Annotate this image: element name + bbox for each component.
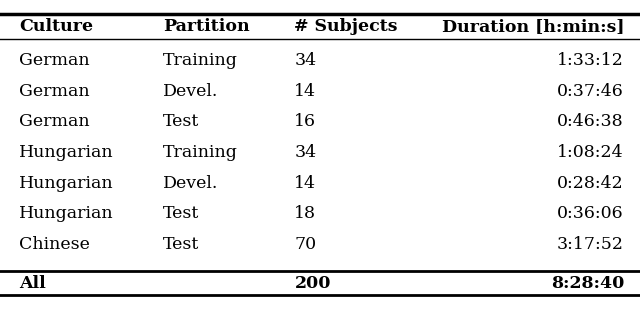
Text: Training: Training — [163, 52, 238, 69]
Text: Test: Test — [163, 114, 200, 130]
Text: Chinese: Chinese — [19, 236, 90, 253]
Text: 200: 200 — [294, 275, 331, 292]
Text: Hungarian: Hungarian — [19, 144, 114, 161]
Text: Hungarian: Hungarian — [19, 205, 114, 222]
Text: 14: 14 — [294, 175, 316, 192]
Text: # Subjects: # Subjects — [294, 18, 398, 35]
Text: 70: 70 — [294, 236, 317, 253]
Text: 1:08:24: 1:08:24 — [557, 144, 624, 161]
Text: 34: 34 — [294, 144, 317, 161]
Text: 14: 14 — [294, 83, 316, 100]
Text: Duration [h:min:s]: Duration [h:min:s] — [442, 18, 624, 35]
Text: Devel.: Devel. — [163, 83, 219, 100]
Text: 0:36:06: 0:36:06 — [557, 205, 624, 222]
Text: 0:46:38: 0:46:38 — [557, 114, 624, 130]
Text: German: German — [19, 83, 90, 100]
Text: Partition: Partition — [163, 18, 250, 35]
Text: Test: Test — [163, 236, 200, 253]
Text: 1:33:12: 1:33:12 — [557, 52, 624, 69]
Text: 0:37:46: 0:37:46 — [557, 83, 624, 100]
Text: Hungarian: Hungarian — [19, 175, 114, 192]
Text: Devel.: Devel. — [163, 175, 219, 192]
Text: 16: 16 — [294, 114, 316, 130]
Text: Training: Training — [163, 144, 238, 161]
Text: German: German — [19, 114, 90, 130]
Text: All: All — [19, 275, 46, 292]
Text: Test: Test — [163, 205, 200, 222]
Text: 0:28:42: 0:28:42 — [557, 175, 624, 192]
Text: 8:28:40: 8:28:40 — [550, 275, 624, 292]
Text: Culture: Culture — [19, 18, 93, 35]
Text: 34: 34 — [294, 52, 317, 69]
Text: German: German — [19, 52, 90, 69]
Text: 3:17:52: 3:17:52 — [557, 236, 624, 253]
Text: 18: 18 — [294, 205, 316, 222]
